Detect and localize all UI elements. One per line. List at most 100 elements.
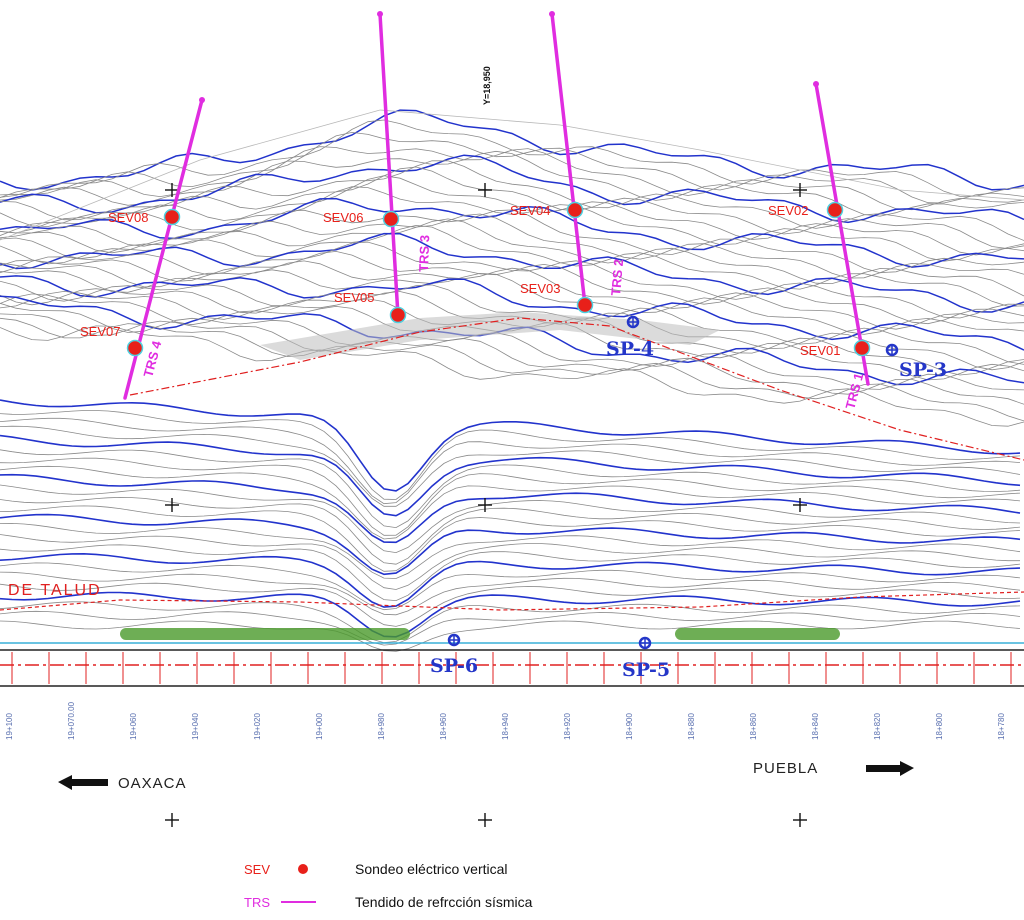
- sev-label: SEV01: [800, 343, 840, 358]
- sp-point-3: [885, 343, 899, 357]
- sev-marker: [382, 210, 400, 228]
- trs-label-2: TRS 2: [608, 258, 626, 296]
- contour-line: [0, 224, 1024, 307]
- sp-label-3: SP-3: [899, 359, 947, 381]
- sev-point-07: SEV07: [80, 324, 144, 357]
- contour-line: [0, 197, 1024, 268]
- arrow-left-icon: [58, 775, 108, 790]
- direction-puebla: PUEBLA: [753, 760, 914, 777]
- sp-point-6: [447, 633, 461, 647]
- legend-text-sev: Sondeo eléctrico vertical: [355, 861, 508, 877]
- chainage-label: 18+920: [563, 713, 572, 740]
- legend-sev-dot-icon: [298, 864, 308, 874]
- sp-point-4: [626, 315, 640, 329]
- trs-line-1: [814, 82, 870, 386]
- contour-line: [0, 552, 1021, 608]
- trs-endpoint: [199, 97, 205, 103]
- slope-boundary-line: [129, 317, 1024, 461]
- sev-label: SEV04: [510, 203, 550, 218]
- sev-point-04: SEV04: [510, 201, 584, 219]
- trs-label-3: TRS 3: [416, 235, 432, 272]
- contour-line: [0, 317, 1024, 422]
- sev-marker: [576, 296, 594, 314]
- chainage-label: 19+020: [253, 713, 262, 740]
- contour-line: [0, 269, 1024, 335]
- contour-line: [0, 601, 1021, 644]
- chainage-label: 18+860: [749, 713, 758, 740]
- contour-line: [0, 399, 1021, 492]
- contour-line: [0, 457, 1021, 536]
- direction-oaxaca: OAXACA: [58, 775, 186, 792]
- vegetation-strip: [675, 628, 840, 640]
- sev-point-06: SEV06: [323, 210, 400, 228]
- sev-point-08: SEV08: [108, 208, 181, 226]
- contour-line: [0, 562, 1021, 611]
- trs-endpoint: [377, 11, 383, 17]
- legend-text-trs: Tendido de refrcción sísmica: [355, 894, 533, 910]
- contour-line: [0, 146, 1024, 211]
- sev-marker: [566, 201, 584, 219]
- arrow-right-icon: [866, 761, 914, 776]
- contour-line: [0, 131, 1024, 204]
- contour-line: [0, 213, 1024, 279]
- contour-line: [0, 109, 1024, 191]
- sev-label: SEV02: [768, 203, 808, 218]
- sev-marker: [853, 339, 871, 357]
- contour-line: [0, 496, 1021, 565]
- sev-marker: [389, 306, 407, 324]
- sev-point-05: SEV05: [334, 290, 407, 324]
- contour-line: [0, 434, 1021, 517]
- contour-line: [0, 484, 1021, 554]
- sev-label: SEV05: [334, 290, 374, 305]
- highway-alignment: [0, 591, 1024, 687]
- sev-marker: [163, 208, 181, 226]
- trs-line-2: [550, 12, 587, 307]
- contour-line: [0, 232, 1024, 313]
- contour-line: [0, 544, 1021, 602]
- chainage-label: 19+070.00: [67, 701, 76, 740]
- chainage-label: 19+060: [129, 713, 138, 740]
- sev-label: SEV07: [80, 324, 120, 339]
- sp-label-6: SP-6: [430, 655, 478, 677]
- sev-label: SEV03: [520, 281, 560, 296]
- chainage-label: 18+980: [377, 713, 386, 740]
- legend-key-trs: TRS: [244, 895, 270, 910]
- contour-line: [0, 313, 1024, 405]
- legend-key-sev: SEV: [244, 862, 270, 877]
- sev-points: SEV08 SEV07 SEV06 SEV05 SEV04 SEV03 SEV0…: [80, 201, 871, 358]
- chainage-label: 18+840: [811, 713, 820, 740]
- chainage-label: 18+800: [935, 713, 944, 740]
- vegetation-strip: [120, 628, 410, 640]
- contour-line: [0, 275, 1024, 351]
- contour-line: [0, 209, 1024, 274]
- contour-line: [0, 505, 1021, 572]
- chainage-label: 18+940: [501, 713, 510, 740]
- sev-marker: [126, 339, 144, 357]
- legend-row-sev: SEV Sondeo eléctrico vertical: [244, 861, 508, 877]
- sev-point-03: SEV03: [520, 281, 594, 314]
- chainage-label: 19+000: [315, 713, 324, 740]
- talud-label: DE TALUD: [8, 582, 102, 599]
- contour-line: [0, 449, 1021, 529]
- direction-label-puebla: PUEBLA: [753, 760, 818, 777]
- contour-line: [0, 154, 1024, 224]
- trs-endpoint: [549, 11, 555, 17]
- contour-line: [0, 150, 1024, 217]
- right-of-way-line: [0, 591, 1024, 611]
- chainage-label: 18+780: [997, 713, 1006, 740]
- contour-line: [0, 425, 1021, 507]
- chainage-labels: 19+100 19+070.00 19+060 19+040 19+020 19+000 1…: [5, 701, 1006, 740]
- chainage-label: 18+960: [439, 713, 448, 740]
- contour-line: [0, 325, 1024, 427]
- contour-line: [0, 610, 1021, 646]
- contour-line: [0, 175, 1024, 256]
- chainage-label: 19+040: [191, 713, 200, 740]
- contour-line: [0, 465, 1021, 540]
- trs-label-4: TRS 4: [140, 339, 164, 379]
- survey-boundary: [0, 109, 1024, 241]
- contour-line: [0, 522, 1021, 579]
- sev-label: SEV06: [323, 210, 363, 225]
- contour-line: [0, 417, 1021, 505]
- trs-endpoints: [199, 11, 819, 103]
